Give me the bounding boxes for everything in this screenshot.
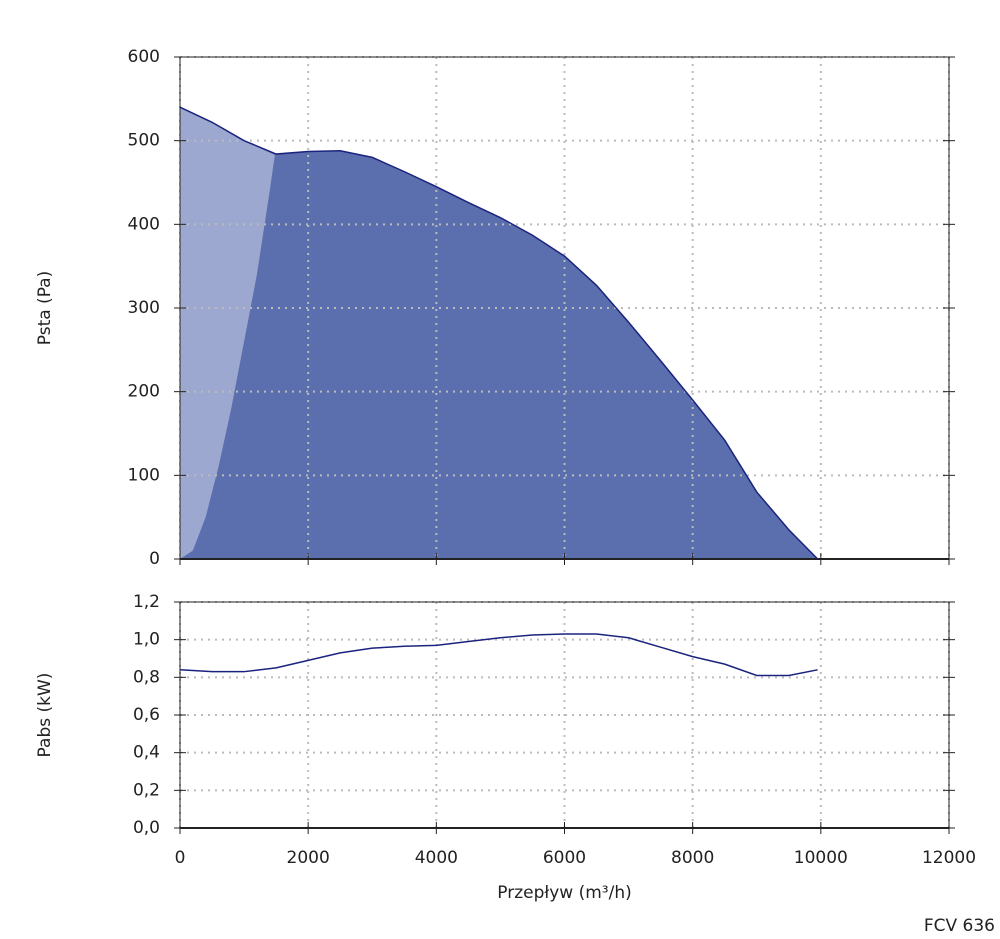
x-axis-label: Przepływ (m³/h) bbox=[497, 883, 631, 903]
y-axis-label: Psta (Pa) bbox=[35, 271, 55, 345]
y-axis-label: Pabs (kW) bbox=[35, 673, 55, 758]
y-tick-label: 200 bbox=[128, 382, 160, 402]
curve bbox=[179, 633, 818, 677]
x-tick-label: 4000 bbox=[415, 848, 458, 868]
area bbox=[180, 107, 818, 559]
y-tick-label: 100 bbox=[128, 465, 160, 485]
x-tick-label: 12000 bbox=[922, 848, 976, 868]
y-tick-label: 600 bbox=[128, 47, 160, 67]
y-tick-label: 0,0 bbox=[133, 818, 160, 838]
y-tick-label: 0,6 bbox=[133, 705, 160, 725]
y-tick-label: 1,0 bbox=[133, 630, 160, 650]
y-tick-label: 500 bbox=[128, 131, 160, 151]
y-tick-label: 1,2 bbox=[133, 592, 160, 612]
x-tick-label: 0 bbox=[175, 848, 186, 868]
x-tick-label: 2000 bbox=[287, 848, 330, 868]
y-tick-label: 0,2 bbox=[133, 780, 160, 800]
x-tick-label: 8000 bbox=[671, 848, 714, 868]
stall-region bbox=[180, 107, 275, 559]
x-tick-label: 6000 bbox=[543, 848, 586, 868]
y-tick-label: 400 bbox=[128, 214, 160, 234]
y-tick-label: 300 bbox=[128, 298, 160, 318]
y-tick-label: 0,8 bbox=[133, 667, 160, 687]
y-tick-label: 0 bbox=[149, 549, 160, 569]
x-tick-label: 10000 bbox=[794, 848, 848, 868]
footer: FCV 636 bbox=[924, 916, 995, 936]
y-tick-label: 0,4 bbox=[133, 743, 160, 763]
curve bbox=[179, 106, 819, 560]
